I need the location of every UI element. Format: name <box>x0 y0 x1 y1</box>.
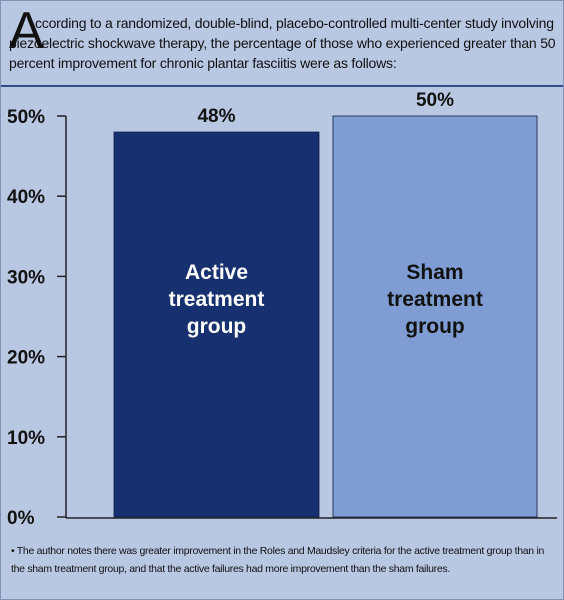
intro-text: ccording to a randomized, double-blind, … <box>9 15 556 71</box>
bar-category-label: group <box>187 315 246 338</box>
bar-category-label: Active <box>185 261 248 284</box>
bar-category-label: group <box>405 315 464 338</box>
intro-dropcap: A <box>9 2 44 60</box>
y-axis: 0% 10% 20% 30% 40% 50% <box>7 107 557 529</box>
footnote: • The author notes there was greater imp… <box>11 545 545 575</box>
bar-value-label: 48% <box>197 106 235 127</box>
bar-chart: 0% 10% 20% 30% 40% 50% 48% Active treatment grou… <box>7 90 557 529</box>
y-tick-label: 30% <box>7 267 45 288</box>
bar-labels: 48% Active treatment group 50% Sham treatment g… <box>169 90 483 338</box>
y-tick-label: 20% <box>7 348 45 369</box>
y-tick-label: 0% <box>7 508 35 529</box>
bar <box>113 131 320 518</box>
y-tick-label: 10% <box>7 428 45 449</box>
bar <box>332 115 538 518</box>
header-divider <box>1 85 563 87</box>
y-tick-label: 50% <box>7 107 45 128</box>
bars <box>113 115 538 518</box>
bar-category-label: treatment <box>169 288 265 311</box>
y-tick-label: 40% <box>7 187 45 208</box>
bar-category-label: treatment <box>387 288 483 311</box>
bar-category-label: Sham <box>406 261 463 284</box>
bar-value-label: 50% <box>416 90 454 111</box>
